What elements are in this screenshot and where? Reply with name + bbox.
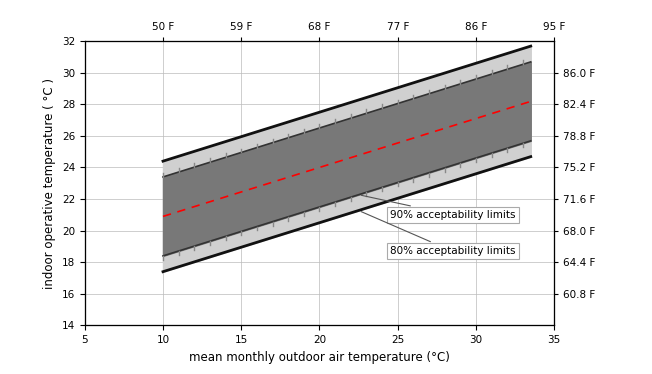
X-axis label: mean monthly outdoor air temperature (°C): mean monthly outdoor air temperature (°C… — [189, 351, 450, 364]
Text: 80% acceptability limits: 80% acceptability limits — [361, 212, 515, 256]
Text: 90% acceptability limits: 90% acceptability limits — [361, 195, 515, 220]
Y-axis label: indoor operative temperature ( °C ): indoor operative temperature ( °C ) — [43, 78, 56, 289]
